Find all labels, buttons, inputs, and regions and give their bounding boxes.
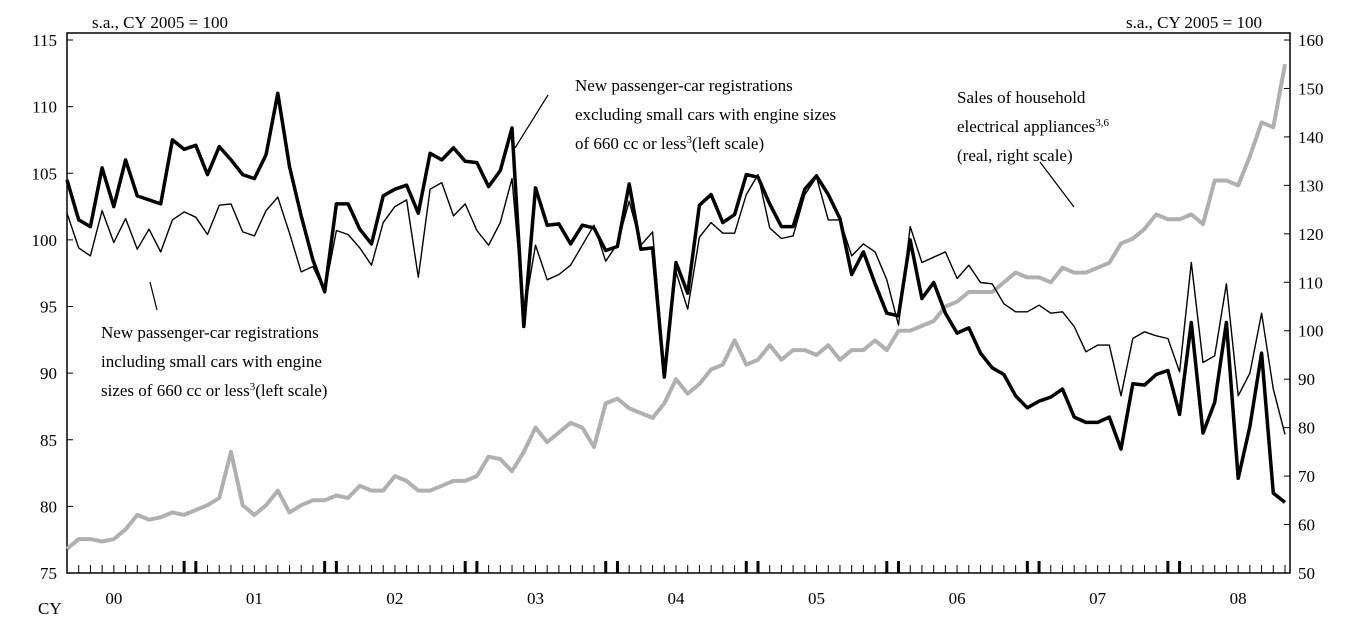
annotation-text: New passenger-car registrations [575, 76, 793, 95]
y2-tick-label: 140 [1298, 128, 1324, 147]
series-line [65, 91, 1287, 504]
right-axis-unit: s.a., CY 2005 = 100 [1126, 13, 1262, 32]
y-tick-label: 110 [32, 98, 57, 117]
superscript: 3 [686, 134, 692, 146]
y-tick-label: 105 [32, 164, 58, 183]
x-tick-label: 03 [527, 589, 544, 608]
y2-tick-label: 150 [1298, 79, 1324, 98]
y-tick-label: 75 [40, 564, 57, 583]
y2-tick-label: 80 [1298, 419, 1315, 438]
annotation-text: (left scale) [692, 134, 764, 153]
annotation: New passenger-car registrations [101, 323, 319, 342]
y-tick-label: 115 [32, 31, 57, 50]
annotation: electrical appliances3,6 [957, 117, 1110, 136]
pointer [514, 94, 549, 149]
annotation-text: of 660 cc or less [575, 134, 686, 153]
x-prefix: CY [38, 599, 62, 618]
annotation: excluding small cars with engine sizes [575, 105, 836, 124]
annotation-text: Sales of household [957, 88, 1086, 107]
y-tick-label: 100 [32, 231, 58, 250]
superscript: 3 [250, 381, 256, 393]
annotation-text: New passenger-car registrations [101, 323, 319, 342]
x-tick-label: 02 [386, 589, 403, 608]
annotation-text: (real, right scale) [957, 146, 1073, 165]
annotation-text: sizes of 660 cc or less [101, 381, 250, 400]
annotation: including small cars with engine [101, 352, 322, 371]
y2-tick-label: 110 [1298, 273, 1323, 292]
x-tick-label: 01 [246, 589, 263, 608]
y-tick-label: 85 [40, 431, 57, 450]
annotation-text: electrical appliances [957, 117, 1095, 136]
x-tick-label: 05 [808, 589, 825, 608]
y2-tick-label: 60 [1298, 516, 1315, 535]
x-tick-label: 06 [949, 589, 966, 608]
plot-frame [66, 32, 1291, 574]
x-tick-label: 00 [105, 589, 122, 608]
y2-tick-label: 130 [1298, 176, 1324, 195]
pointer [149, 281, 158, 311]
annotation-text: including small cars with engine [101, 352, 322, 371]
annotation-text: excluding small cars with engine sizes [575, 105, 836, 124]
y2-tick-label: 100 [1298, 322, 1324, 341]
annotation: New passenger-car registrations [575, 76, 793, 95]
y2-tick-label: 50 [1298, 564, 1315, 583]
annotation: (real, right scale) [957, 146, 1073, 165]
left-axis-unit: s.a., CY 2005 = 100 [92, 13, 228, 32]
annotation: of 660 cc or less3(left scale) [575, 134, 764, 153]
annotation: sizes of 660 cc or less3(left scale) [101, 381, 327, 400]
x-tick-label: 04 [668, 589, 686, 608]
x-tick-label: 08 [1230, 589, 1247, 608]
x-tick-label: 07 [1089, 589, 1107, 608]
series-line [65, 63, 1287, 551]
y2-tick-label: 120 [1298, 225, 1324, 244]
y-tick-label: 95 [40, 298, 57, 317]
pointer [1039, 161, 1075, 208]
y2-tick-label: 70 [1298, 467, 1315, 486]
annotation: Sales of household [957, 88, 1086, 107]
y2-tick-label: 160 [1298, 31, 1324, 50]
annotation-text: (left scale) [255, 381, 327, 400]
y-tick-label: 80 [40, 497, 57, 516]
y-tick-label: 90 [40, 364, 57, 383]
y2-tick-label: 90 [1298, 370, 1315, 389]
superscript: 3,6 [1095, 117, 1109, 129]
